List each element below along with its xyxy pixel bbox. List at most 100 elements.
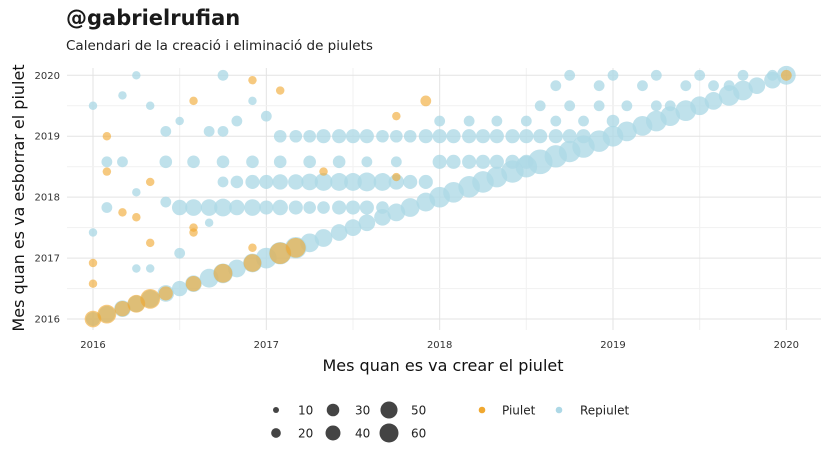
repiulet-point xyxy=(463,115,475,127)
size-legend-key xyxy=(380,401,398,419)
repiulet-point xyxy=(175,116,184,126)
repiulet-point xyxy=(132,188,141,197)
repiulet-point xyxy=(616,121,637,142)
repiulet-point xyxy=(230,175,244,189)
repiulet-point xyxy=(245,174,260,189)
repiulet-point xyxy=(576,129,591,144)
color-legend: Piulet Repiulet xyxy=(478,404,629,418)
piulet-point xyxy=(88,258,98,268)
repiulet-point xyxy=(358,214,376,232)
repiulet-point xyxy=(246,155,259,169)
repiulet-point xyxy=(593,80,605,92)
repiulet-point xyxy=(432,154,447,169)
repiulet-point xyxy=(387,203,406,222)
size-legend-label: 10 xyxy=(298,404,313,418)
repiulet-point xyxy=(288,200,303,215)
repiulet-point xyxy=(373,173,392,191)
piulet-point xyxy=(189,96,198,106)
piulet-point xyxy=(392,172,401,182)
size-legend-label: 20 xyxy=(298,427,313,441)
repiulet-point xyxy=(550,115,562,127)
repiulet-point xyxy=(723,80,735,92)
piulet-point xyxy=(185,275,202,292)
repiulet-point xyxy=(217,176,229,188)
repiulet-point xyxy=(187,155,200,169)
y-tick-label: 2018 xyxy=(35,193,60,204)
repiulet-point xyxy=(690,96,710,116)
repiulet-point xyxy=(446,154,461,169)
repiulet-point xyxy=(403,129,417,143)
repiulet-point xyxy=(533,129,548,144)
repiulet-point xyxy=(229,199,245,216)
repiulet-point xyxy=(145,264,155,273)
repiulet-point xyxy=(418,174,433,189)
size-legend-key xyxy=(273,407,279,413)
repiulet-point xyxy=(357,172,377,192)
repiulet-point xyxy=(680,80,692,92)
piulet-point xyxy=(248,243,257,252)
repiulet-point xyxy=(345,129,361,144)
y-tick-label: 2019 xyxy=(35,132,60,143)
y-tick-label: 2016 xyxy=(35,315,60,326)
size-legend-label: 60 xyxy=(411,427,426,441)
y-axis-title: Mes quan es va esborrar el piulet xyxy=(9,64,28,331)
repiulet-point xyxy=(174,247,186,259)
repiulet-point xyxy=(564,100,576,112)
x-tick-label: 2020 xyxy=(774,340,799,351)
repiulet-point xyxy=(200,199,218,216)
y-axis-ticks: 2016 2017 2018 2019 2020 xyxy=(35,71,60,326)
piulet-point xyxy=(140,289,161,309)
size-legend-label: 50 xyxy=(411,404,426,418)
repiulet-point xyxy=(332,129,347,144)
repiulet-point xyxy=(330,224,348,241)
piulet-point xyxy=(114,300,131,317)
repiulet-point xyxy=(259,200,274,215)
piulet-point xyxy=(84,310,102,328)
repiulet-point xyxy=(314,173,333,191)
repiulet-point xyxy=(607,69,619,81)
repiulet-point xyxy=(505,154,520,169)
piulet-point xyxy=(88,279,98,288)
repiulet-point xyxy=(400,198,420,217)
repiulet-point xyxy=(374,208,391,226)
legend-label-piulet: Piulet xyxy=(502,404,536,418)
repiulet-point xyxy=(564,69,576,81)
x-axis-ticks: 2016 2017 2018 2019 2020 xyxy=(80,340,799,351)
repiulet-point xyxy=(562,129,577,144)
repiulet-point xyxy=(475,154,491,169)
repiulet-point xyxy=(231,115,243,127)
piulet-point xyxy=(97,304,117,324)
x-tick-label: 2017 xyxy=(254,340,279,351)
repiulet-point xyxy=(462,129,477,144)
piulet-point xyxy=(189,223,198,232)
piulet-point xyxy=(145,238,155,248)
repiulet-point xyxy=(171,199,188,216)
piulet-point xyxy=(285,237,306,258)
repiulet-point xyxy=(359,129,374,144)
piulet-point xyxy=(275,86,285,95)
repiulet-point xyxy=(390,156,402,168)
repiulet-point xyxy=(660,106,681,127)
chart-title: @gabrielrufian xyxy=(66,6,241,30)
series-piulet xyxy=(84,69,792,328)
repiulet-point xyxy=(248,96,257,106)
repiulet-point xyxy=(519,154,534,169)
repiulet-point xyxy=(418,129,433,144)
repiulet-point xyxy=(117,156,128,168)
repiulet-point xyxy=(767,69,778,81)
legend-key-repiulet xyxy=(555,406,563,414)
size-legend-key xyxy=(325,425,341,441)
repiulet-point xyxy=(332,200,347,215)
repiulet-point xyxy=(289,129,303,143)
repiulet-point xyxy=(446,129,461,144)
repiulet-point xyxy=(301,173,318,191)
x-axis-title: Mes quan es va crear el piulet xyxy=(322,356,563,375)
repiulet-point xyxy=(403,174,418,189)
repiulet-point xyxy=(273,155,287,169)
repiulet-point xyxy=(748,77,766,94)
repiulet-point xyxy=(159,155,173,169)
repiulet-point xyxy=(259,174,274,189)
repiulet-point xyxy=(390,129,403,143)
repiulet-point xyxy=(303,201,316,214)
repiulet-point xyxy=(733,80,753,101)
